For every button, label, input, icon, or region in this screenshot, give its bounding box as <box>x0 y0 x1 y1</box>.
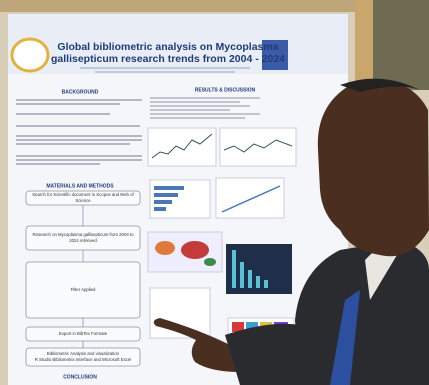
flow-step-text: Filter Applied <box>71 287 96 292</box>
flow-step-text: Export in BibTex Formate <box>59 331 108 336</box>
section-heading: MATERIALS AND METHODS <box>46 183 114 189</box>
results-text <box>150 97 260 119</box>
jacket <box>295 240 429 385</box>
hand <box>153 318 240 372</box>
poster-title: Global bibliometric analysis on Mycoplas… <box>57 41 278 53</box>
logo-left <box>10 37 50 73</box>
section-heading: RESULTS & DISCUSSION <box>195 87 256 93</box>
author-lines <box>80 67 250 73</box>
sleeve <box>225 323 305 385</box>
figure <box>215 177 285 219</box>
logo-right <box>262 40 288 70</box>
poster-header <box>8 14 348 74</box>
frame-right <box>355 0 373 90</box>
hair <box>340 78 420 92</box>
lanyard <box>330 290 360 385</box>
flow-step-text: R Studio Bibliometrix Interface and Micr… <box>35 357 132 362</box>
figure-line <box>151 133 213 159</box>
poster-title: gallisepticum research trends from 2004 … <box>51 53 285 65</box>
flow-step-text: 2024 retrieved <box>69 238 97 243</box>
flow-step-text: Bibliometric Analysis and visualization <box>47 351 120 356</box>
flow-step-text: Search for Scientific document in Scopus… <box>32 192 134 197</box>
figure <box>149 179 211 219</box>
figure <box>147 127 217 167</box>
background-door <box>373 0 429 90</box>
section-heading: CONCLUSION <box>63 374 97 380</box>
body-text <box>16 99 142 165</box>
flow-step-text: Research on Mycoplasma gallisepticum fro… <box>32 232 134 237</box>
frame-top <box>0 0 429 12</box>
flow-step-text: Science <box>75 198 91 203</box>
head <box>317 79 429 257</box>
figure-line <box>223 139 293 153</box>
section-heading: BACKGROUND <box>62 89 99 95</box>
